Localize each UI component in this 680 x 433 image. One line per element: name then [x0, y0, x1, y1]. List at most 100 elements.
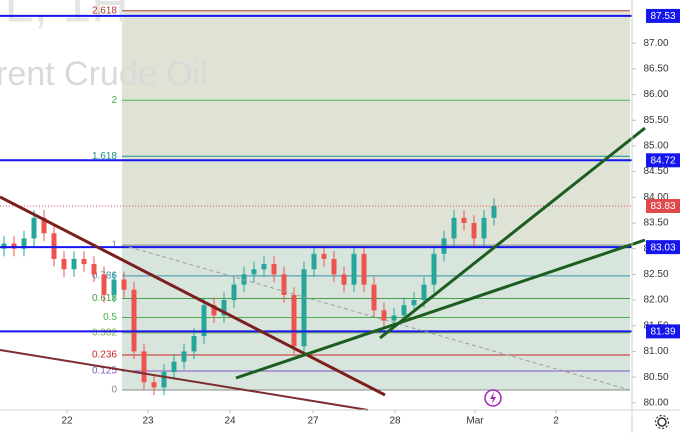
- x-tick-label: 23: [142, 416, 154, 427]
- candle-body: [71, 258, 77, 270]
- price-tag-label: 81.39: [650, 327, 675, 338]
- settings-icon[interactable]: [654, 414, 670, 430]
- y-tick-label: 82.00: [643, 295, 668, 306]
- candle-body: [31, 217, 37, 239]
- y-tick-label: 87.00: [643, 38, 668, 49]
- watermark-subtitle: rent Crude Oil: [0, 55, 208, 93]
- fib-label: 0.618: [92, 293, 117, 304]
- fib-label: 2.618: [92, 5, 117, 16]
- last-price-tag-label: 83.83: [650, 201, 675, 212]
- y-tick-label: 84.50: [643, 166, 668, 177]
- y-tick-label: 82.50: [643, 269, 668, 280]
- x-tick-label: Mar: [466, 416, 484, 427]
- candle-body: [441, 238, 447, 254]
- trend-line-brown: [0, 349, 369, 411]
- price-tag-label: 83.03: [650, 242, 675, 253]
- candle-body: [311, 253, 317, 270]
- candle-body: [401, 305, 407, 316]
- candle-body: [431, 253, 437, 285]
- price-tag: [646, 8, 680, 23]
- y-tick-label: 83.50: [643, 218, 668, 229]
- candle-body: [21, 238, 27, 249]
- candle-body: [231, 284, 237, 301]
- y-tick-label: 85.50: [643, 115, 668, 126]
- candle-body: [281, 274, 287, 295]
- trend-line-green: [379, 126, 646, 340]
- y-tick-label: 85.00: [643, 141, 668, 152]
- candle-body: [161, 371, 167, 388]
- candle-body: [301, 269, 307, 347]
- fib-zone-upper: [122, 10, 630, 246]
- candle-body: [101, 274, 107, 295]
- candle-body: [81, 258, 87, 265]
- fib-label: 0.125: [92, 366, 117, 377]
- fib-label: 0.382: [92, 328, 117, 339]
- candle-body: [251, 269, 257, 275]
- y-tick-label: 80.00: [643, 397, 668, 408]
- candle-body: [331, 258, 337, 275]
- candle-body: [341, 274, 347, 285]
- x-tick-label: 2: [553, 416, 559, 427]
- y-tick-label: 80.50: [643, 372, 668, 383]
- candle-body: [291, 294, 297, 347]
- candle-body: [471, 222, 477, 239]
- candle-body: [91, 264, 97, 275]
- fib-label: 1.618: [92, 151, 117, 162]
- candle-body: [41, 217, 47, 234]
- settings-gear-teeth: [654, 414, 670, 430]
- price-tag-label: 87.53: [650, 11, 675, 22]
- candle-body: [491, 206, 497, 218]
- y-tick-label: 86.50: [643, 63, 668, 74]
- candle-body: [11, 243, 17, 249]
- candle-body: [321, 253, 327, 259]
- candle-body: [381, 310, 387, 321]
- candle-body: [261, 264, 267, 270]
- last-price-tag: [646, 199, 680, 214]
- candle-body: [151, 382, 157, 388]
- candle-body: [411, 300, 417, 306]
- candle-body: [191, 336, 197, 352]
- candle-body: [351, 253, 357, 285]
- x-tick-label: 22: [61, 416, 73, 427]
- y-tick-label: 84.00: [643, 192, 668, 203]
- candle-body: [141, 351, 147, 383]
- candle-body: [371, 284, 377, 311]
- fib-label: 0: [111, 385, 117, 396]
- x-tick-label: 27: [307, 416, 319, 427]
- candle-body: [171, 361, 177, 372]
- candle-body: [461, 217, 467, 223]
- trend-line-red: [0, 195, 386, 397]
- candle-body: [181, 351, 187, 362]
- candle-body: [201, 305, 207, 337]
- candle-body: [51, 233, 57, 259]
- candle-body: [131, 289, 137, 352]
- candle-body: [1, 243, 7, 249]
- candle-body: [451, 217, 457, 239]
- fib-label: 0.236: [92, 350, 117, 361]
- fib-label: 1: [111, 240, 117, 251]
- y-tick-label: 81.00: [643, 346, 668, 357]
- candle-body: [391, 315, 397, 321]
- price-tag: [646, 153, 680, 168]
- price-tag: [646, 240, 680, 255]
- candle-body: [211, 305, 217, 316]
- y-tick-label: 86.00: [643, 89, 668, 100]
- fib-label: 2: [111, 95, 117, 106]
- candle-body: [271, 264, 277, 275]
- trend-line-green: [235, 238, 646, 380]
- candle-body: [111, 279, 117, 295]
- fib-label: 0.5: [103, 312, 117, 323]
- candle-body: [421, 284, 427, 301]
- price-tag: [646, 324, 680, 339]
- event-icon-bolt: [490, 392, 496, 404]
- candle-body: [121, 279, 127, 290]
- x-tick-label: 24: [224, 416, 236, 427]
- x-tick-label: 28: [389, 416, 401, 427]
- candle-body: [61, 258, 67, 270]
- candle-body: [221, 300, 227, 316]
- candle-body: [481, 217, 487, 239]
- candle-body: [361, 253, 367, 285]
- price-tag-label: 84.72: [650, 155, 675, 166]
- settings-gear: [657, 417, 667, 427]
